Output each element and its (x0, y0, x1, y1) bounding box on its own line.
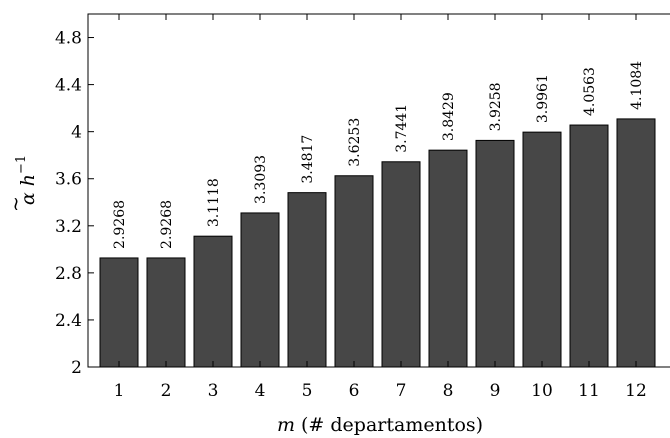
bar-8 (428, 149, 468, 368)
y-tick-label-2: 2 (71, 358, 82, 378)
y-tick-label-4: 4 (71, 123, 82, 143)
data-label-10: 3.9961 (535, 74, 551, 123)
bar-5 (287, 192, 327, 368)
x-tick-label-1: 1 (114, 381, 125, 401)
axis-frame (87, 13, 670, 368)
data-label-9: 3.9258 (488, 82, 504, 131)
x-tick-label-9: 9 (490, 381, 501, 401)
y-axis-title-alpha: α (17, 192, 39, 205)
data-label-1: 2.9268 (112, 200, 128, 249)
x-tick-label-4: 4 (255, 381, 266, 401)
bar-9 (475, 139, 515, 368)
bar-3 (193, 235, 233, 368)
data-label-8: 3.8429 (441, 92, 457, 141)
bar-6 (334, 175, 374, 368)
y-tick-label-4.8: 4.8 (55, 29, 82, 49)
x-tick-label-10: 10 (531, 381, 553, 401)
bar-7 (381, 161, 421, 368)
y-tick-label-3.2: 3.2 (55, 217, 82, 237)
y-tick-label-2.4: 2.4 (55, 311, 82, 331)
data-label-11: 4.0563 (582, 67, 598, 116)
data-label-5: 3.4817 (300, 135, 316, 184)
bar-1 (99, 257, 139, 368)
y-axis-title-exponent: −1 (14, 155, 29, 174)
x-axis-title: m (# departamentos) (277, 414, 483, 436)
y-axis-title: αh−1 ~ (5, 155, 39, 212)
data-label-12: 4.1084 (629, 61, 645, 110)
svg-text:αh−1: αh−1 (14, 155, 39, 205)
bar-4 (240, 212, 280, 368)
bar-2 (146, 257, 186, 368)
x-tick-label-6: 6 (349, 381, 360, 401)
data-label-6: 3.6253 (347, 118, 363, 167)
y-axis-title-h: h (17, 174, 39, 186)
x-tick-label-2: 2 (161, 381, 172, 401)
axis-titles-layer: m (# departamentos) αh−1 ~ (5, 155, 483, 436)
x-tick-label-12: 12 (625, 381, 647, 401)
x-tick-label-3: 3 (208, 381, 219, 401)
data-label-3: 3.1118 (206, 178, 222, 227)
y-tick-label-4.4: 4.4 (55, 76, 82, 96)
data-label-4: 3.3093 (253, 155, 269, 204)
y-tick-label-3.6: 3.6 (55, 170, 82, 190)
data-label-2: 2.9268 (159, 200, 175, 249)
bar-11 (569, 124, 609, 368)
x-tick-label-7: 7 (396, 381, 407, 401)
x-tick-label-11: 11 (578, 381, 600, 401)
bar-10 (522, 131, 562, 368)
bar-12 (616, 118, 656, 368)
y-axis-title-tilde: ~ (5, 196, 27, 212)
y-tick-label-2.8: 2.8 (55, 264, 82, 284)
data-labels-layer: 2.9268 2.9268 3.1118 3.3093 3.4817 3.6253 3.74… (112, 61, 645, 249)
x-tick-label-5: 5 (302, 381, 313, 401)
bars-layer (99, 118, 656, 368)
data-label-7: 3.7441 (394, 104, 410, 153)
x-tick-label-8: 8 (443, 381, 454, 401)
